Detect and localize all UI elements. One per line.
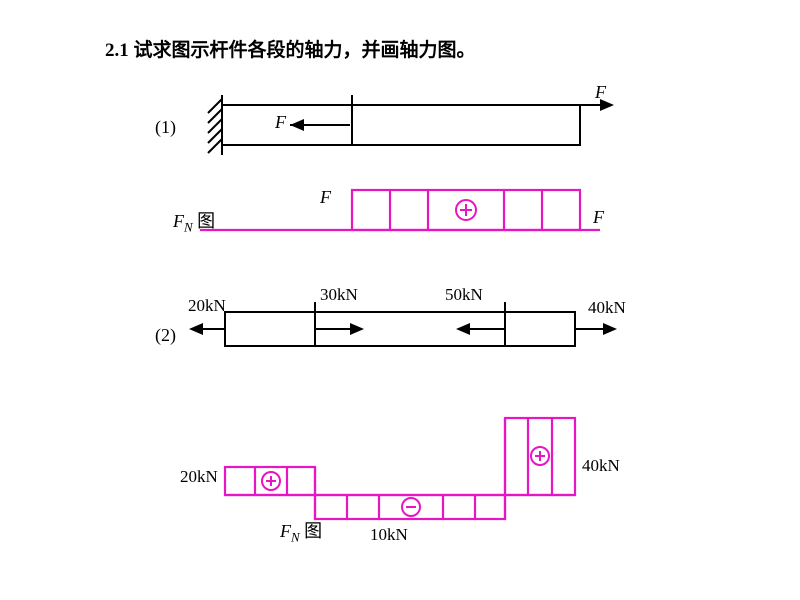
p1-fn-right-val: F <box>593 207 604 228</box>
p1-force-inner: F <box>275 112 286 133</box>
problem2-fn-diagram <box>175 400 635 540</box>
problem1-fn-diagram <box>200 180 620 240</box>
problem1-label: (1) <box>155 117 176 138</box>
problem2-bar <box>175 300 635 360</box>
p1-fn-left-val: F <box>320 187 331 208</box>
problem2-label: (2) <box>155 325 176 346</box>
page-title: 2.1 试求图示杆件各段的轴力，并画轴力图。 <box>105 35 476 62</box>
p1-force-right: F <box>595 82 606 103</box>
problem1-bar <box>200 95 620 165</box>
